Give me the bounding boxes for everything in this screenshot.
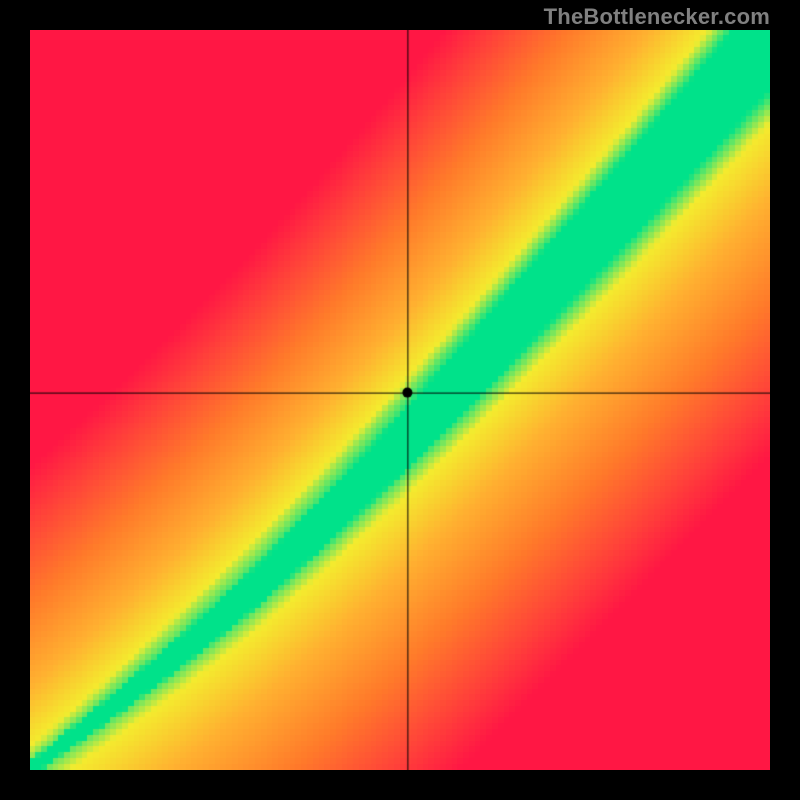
chart-frame: TheBottlenecker.com <box>0 0 800 800</box>
bottleneck-heatmap <box>30 30 770 770</box>
watermark-text: TheBottlenecker.com <box>544 4 770 30</box>
